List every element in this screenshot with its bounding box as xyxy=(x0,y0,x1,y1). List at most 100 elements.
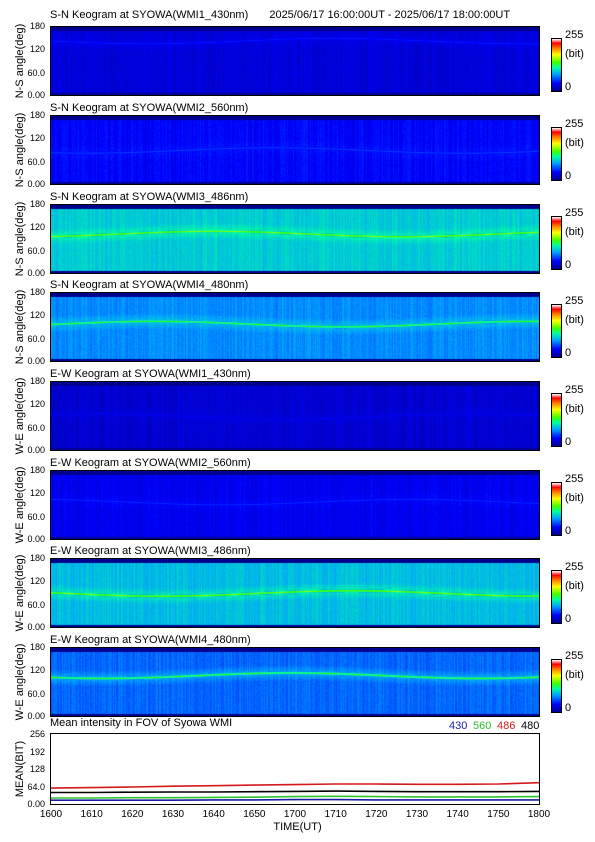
x-tick-label: 1800 xyxy=(527,809,551,820)
legend-486: 486 xyxy=(497,720,516,732)
colorbar-min-label: 0 xyxy=(565,702,572,714)
keogram-ylabel: W-E angle(deg) xyxy=(14,643,26,721)
keogram-ytick: 180 xyxy=(29,110,45,120)
series-point-486 xyxy=(213,785,215,787)
colorbar-unit-label: (bit) xyxy=(565,403,584,415)
series-point-560 xyxy=(253,796,255,798)
series-point-560 xyxy=(457,796,459,798)
keogram-image xyxy=(50,115,540,185)
series-point-480 xyxy=(213,791,215,793)
keogram-ytick: 120 xyxy=(29,665,45,676)
line-chart-svg xyxy=(50,781,540,801)
x-tick-label: 1720 xyxy=(365,809,388,820)
keogram-title: S-N Keogram at SYOWA(WMI4_480nm) xyxy=(50,279,249,291)
series-point-480 xyxy=(375,790,377,792)
keogram-ytick: 60.0 xyxy=(27,511,45,522)
series-point-480 xyxy=(91,791,93,794)
series-point-560 xyxy=(172,797,174,799)
keogram-ylabel: N-S angle(deg) xyxy=(14,23,26,99)
keogram-ytick: 0.00 xyxy=(27,444,45,455)
x-tick-label: 1630 xyxy=(161,809,185,820)
series-point-430 xyxy=(294,799,296,801)
series-point-430 xyxy=(253,799,255,801)
series-point-430 xyxy=(457,799,459,801)
keogram-ytick: 180 xyxy=(29,199,45,209)
line-ytick: 64.0 xyxy=(27,781,45,792)
x-tick-label: 1730 xyxy=(405,809,429,820)
legend-430: 430 xyxy=(449,720,468,732)
colorbar-max-label: 255 xyxy=(565,295,584,307)
colorbar-max-label: 255 xyxy=(565,29,584,41)
keogram-title: S-N Keogram at SYOWA(WMI3_486nm) xyxy=(50,191,249,203)
series-point-480 xyxy=(172,791,174,793)
series-point-486 xyxy=(131,786,133,788)
x-tick-label: 1620 xyxy=(121,809,144,820)
series-point-430 xyxy=(50,799,52,801)
series-point-486 xyxy=(497,783,499,785)
colorbar-unit-label: (bit) xyxy=(565,669,584,681)
keogram-ytick: 180 xyxy=(29,287,45,297)
series-point-486 xyxy=(91,787,93,789)
colorbar xyxy=(551,127,562,181)
line-ytick: 256 xyxy=(29,729,45,739)
date-range: 2025/06/17 16:00:00UT - 2025/06/17 18:00… xyxy=(269,9,511,21)
keogram-ytick: 120 xyxy=(29,399,45,410)
series-point-430 xyxy=(335,799,337,801)
keogram-image xyxy=(50,558,540,628)
series-point-480 xyxy=(253,791,255,793)
keogram-ytick: 0.00 xyxy=(27,267,45,278)
colorbar-unit-label: (bit) xyxy=(565,226,584,238)
series-point-560 xyxy=(91,797,93,799)
series-point-486 xyxy=(416,783,418,785)
legend-560: 560 xyxy=(473,720,492,732)
series-point-430 xyxy=(172,799,174,801)
keogram-ytick: 0.00 xyxy=(27,710,45,721)
series-point-430 xyxy=(91,799,93,801)
series-point-560 xyxy=(294,796,296,798)
series-point-560 xyxy=(497,796,499,798)
colorbar-unit-label: (bit) xyxy=(565,492,584,504)
colorbar-max-label: 255 xyxy=(565,207,584,219)
keogram-ytick: 120 xyxy=(29,133,45,144)
keogram-ytick: 120 xyxy=(29,222,45,233)
keogram-title: E-W Keogram at SYOWA(WMI2_560nm) xyxy=(50,457,251,469)
series-point-430 xyxy=(497,799,499,801)
colorbar-min-label: 0 xyxy=(565,347,572,359)
keogram-canvas xyxy=(51,27,539,95)
keogram-ytick: 60.0 xyxy=(27,245,45,256)
colorbar xyxy=(551,482,562,536)
series-point-480 xyxy=(50,791,52,794)
series-point-560 xyxy=(335,795,337,797)
colorbar-max-label: 255 xyxy=(565,473,584,485)
keogram-ytick: 60.0 xyxy=(27,333,45,344)
keogram-canvas xyxy=(51,116,539,184)
line-ytick: 0.00 xyxy=(27,799,45,809)
series-point-486 xyxy=(335,783,337,785)
colorbar-min-label: 0 xyxy=(565,525,572,537)
line-ytick: 192 xyxy=(29,746,45,757)
series-line-486 xyxy=(50,781,540,789)
keogram-ytick: 60.0 xyxy=(27,599,45,610)
series-point-430 xyxy=(213,799,215,801)
colorbar-min-label: 0 xyxy=(565,81,572,93)
keogram-image xyxy=(50,26,540,96)
series-point-430 xyxy=(375,799,377,801)
keogram-title: E-W Keogram at SYOWA(WMI4_480nm) xyxy=(50,634,251,646)
keogram-ytick: 120 xyxy=(29,44,45,55)
x-tick-label: 1650 xyxy=(243,809,266,820)
colorbar xyxy=(551,659,562,713)
colorbar xyxy=(551,216,562,270)
keogram-image xyxy=(50,470,540,540)
x-tick-label: 1740 xyxy=(446,809,469,820)
keogram-image xyxy=(50,292,540,362)
series-point-430 xyxy=(131,799,133,801)
series-point-430 xyxy=(416,799,418,801)
colorbar-max-label: 255 xyxy=(565,118,584,130)
keogram-canvas xyxy=(51,205,539,273)
keogram-image xyxy=(50,204,540,274)
keogram-ylabel: N-S angle(deg) xyxy=(14,112,26,188)
colorbar-min-label: 0 xyxy=(565,259,572,271)
line-ytick: 128 xyxy=(29,764,45,774)
keogram-ytick: 60.0 xyxy=(27,67,45,78)
series-point-480 xyxy=(294,790,296,792)
